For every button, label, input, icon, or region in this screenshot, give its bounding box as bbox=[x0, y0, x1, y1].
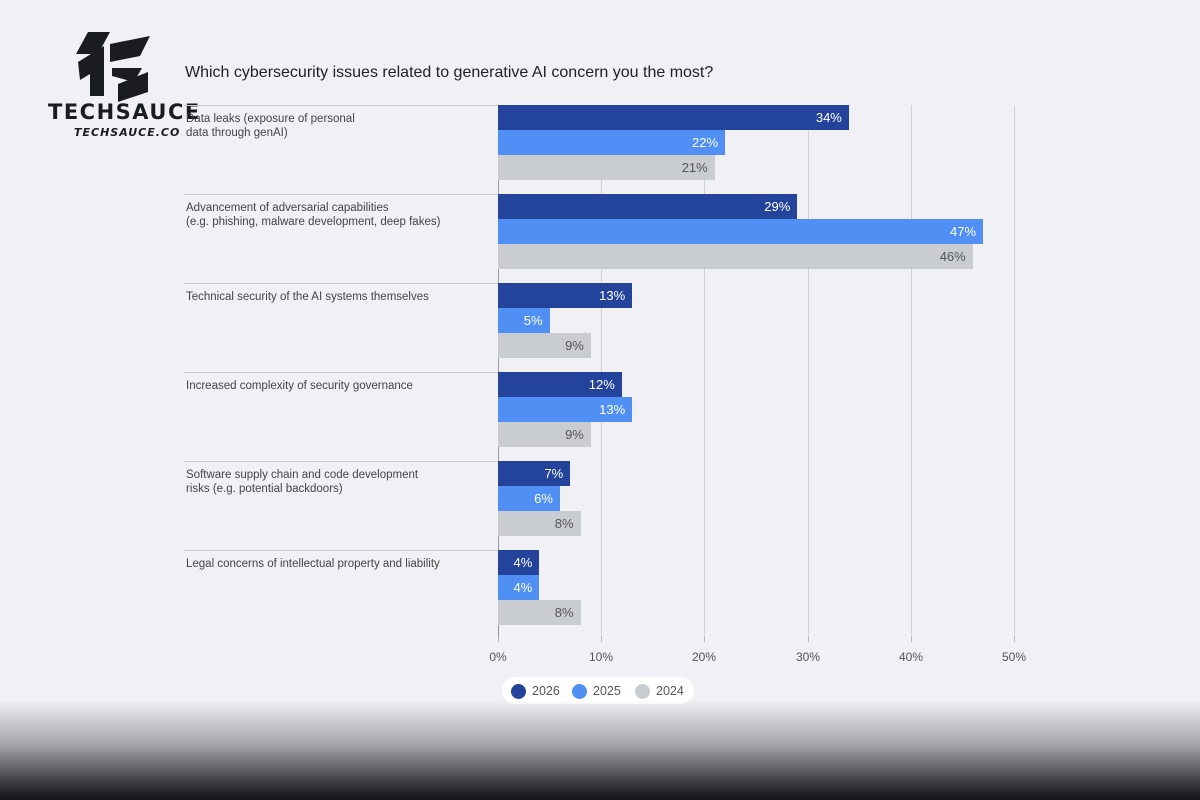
bar-2025: 5% bbox=[498, 308, 550, 333]
brand-site: TECHSAUCE.CO bbox=[74, 126, 181, 139]
bar-value-label: 9% bbox=[565, 427, 584, 442]
x-tick bbox=[808, 636, 809, 642]
bar-2026: 13% bbox=[498, 283, 633, 308]
legend-item-2025: 2025 bbox=[572, 682, 621, 700]
bar-value-label: 22% bbox=[692, 135, 719, 150]
bar-value-label: 21% bbox=[681, 160, 708, 175]
bar-2024: 8% bbox=[498, 511, 581, 536]
x-tick-label: 40% bbox=[898, 650, 924, 664]
bar-2026: 12% bbox=[498, 372, 622, 397]
bar-2024: 46% bbox=[498, 244, 973, 269]
category-label: Advancement of adversarial capabilities(… bbox=[186, 202, 441, 228]
bar-value-label: 7% bbox=[544, 466, 564, 481]
bar-value-label: 6% bbox=[534, 491, 553, 506]
x-tick-label: 30% bbox=[795, 650, 821, 664]
bar-value-label: 4% bbox=[513, 580, 533, 595]
bar-2024: 9% bbox=[498, 422, 591, 447]
x-tick bbox=[601, 636, 602, 642]
x-tick bbox=[498, 636, 499, 642]
bar-value-label: 12% bbox=[588, 377, 615, 392]
category-separator bbox=[184, 105, 499, 106]
category-separator bbox=[184, 550, 499, 551]
gridline bbox=[1014, 105, 1015, 635]
legend-dot-icon bbox=[572, 683, 587, 699]
legend-item-2024: 2024 bbox=[635, 682, 684, 700]
gridline bbox=[911, 105, 912, 635]
x-tick-label: 10% bbox=[588, 650, 614, 664]
x-tick bbox=[704, 636, 705, 642]
bar-2025: 6% bbox=[498, 486, 560, 511]
category-label: Software supply chain and code developme… bbox=[186, 469, 419, 495]
legend-dot-icon bbox=[511, 683, 526, 699]
category-separator bbox=[184, 372, 499, 373]
gridline bbox=[704, 105, 705, 635]
bar-2026: 4% bbox=[498, 550, 540, 575]
legend-label: 2026 bbox=[532, 684, 560, 698]
category-label: Legal concerns of intellectual property … bbox=[186, 558, 440, 570]
x-tick bbox=[911, 636, 912, 642]
gridline bbox=[601, 105, 602, 635]
bar-value-label: 13% bbox=[599, 288, 626, 303]
brand-name: TECHSAUCE bbox=[48, 100, 201, 124]
bottom-fade-overlay bbox=[0, 700, 1200, 800]
category-label: Technical security of the AI systems the… bbox=[186, 291, 429, 303]
bar-2024: 21% bbox=[498, 155, 715, 180]
category-separator bbox=[184, 283, 499, 284]
bar-value-label: 34% bbox=[815, 110, 842, 125]
bar-value-label: 13% bbox=[599, 402, 626, 417]
bar-2026: 29% bbox=[498, 194, 798, 219]
bar-value-label: 5% bbox=[523, 313, 543, 328]
gridline bbox=[808, 105, 809, 635]
bar-2025: 13% bbox=[498, 397, 633, 422]
bar-2026: 34% bbox=[498, 105, 849, 130]
legend-item-2026: 2026 bbox=[511, 682, 560, 700]
techsauce-logo-icon bbox=[76, 32, 150, 102]
y-axis-line bbox=[498, 105, 499, 637]
bar-value-label: 47% bbox=[950, 224, 977, 239]
x-tick-label: 50% bbox=[1001, 650, 1027, 664]
legend-dot-icon bbox=[635, 683, 650, 699]
category-label: Data leaks (exposure of personal data thr… bbox=[186, 113, 355, 139]
bar-value-label: 29% bbox=[764, 199, 791, 214]
chart-title: Which cybersecurity issues related to ge… bbox=[185, 64, 714, 81]
bar-value-label: 4% bbox=[513, 555, 533, 570]
bar-2024: 8% bbox=[498, 600, 581, 625]
x-tick-label: 0% bbox=[489, 650, 507, 664]
bar-value-label: 8% bbox=[554, 516, 574, 531]
category-separator bbox=[184, 461, 499, 462]
bar-2026: 7% bbox=[498, 461, 571, 486]
bar-2024: 9% bbox=[498, 333, 591, 358]
bar-2025: 22% bbox=[498, 130, 726, 155]
legend-label: 2025 bbox=[593, 684, 621, 698]
bar-value-label: 46% bbox=[939, 249, 966, 264]
legend-label: 2024 bbox=[656, 684, 684, 698]
bar-2025: 47% bbox=[498, 219, 984, 244]
legend: 2026 2025 2024 bbox=[502, 677, 694, 704]
bar-2025: 4% bbox=[498, 575, 540, 600]
x-tick bbox=[1014, 636, 1015, 642]
x-tick-label: 20% bbox=[691, 650, 717, 664]
bar-value-label: 9% bbox=[565, 338, 584, 353]
category-separator bbox=[184, 194, 499, 195]
category-label: Increased complexity of security governa… bbox=[186, 380, 413, 392]
bar-value-label: 8% bbox=[554, 605, 574, 620]
